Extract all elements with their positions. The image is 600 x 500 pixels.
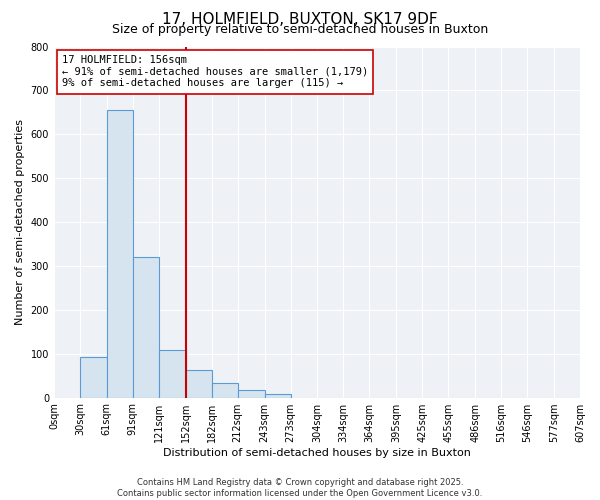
X-axis label: Distribution of semi-detached houses by size in Buxton: Distribution of semi-detached houses by … <box>163 448 471 458</box>
Bar <box>107 110 133 398</box>
Text: 17, HOLMFIELD, BUXTON, SK17 9DF: 17, HOLMFIELD, BUXTON, SK17 9DF <box>162 12 438 28</box>
Bar <box>159 350 185 398</box>
Bar <box>265 394 290 398</box>
Text: Size of property relative to semi-detached houses in Buxton: Size of property relative to semi-detach… <box>112 22 488 36</box>
Y-axis label: Number of semi-detached properties: Number of semi-detached properties <box>15 119 25 325</box>
Bar <box>212 383 238 398</box>
Bar <box>238 390 265 398</box>
Bar <box>185 370 212 398</box>
Text: Contains HM Land Registry data © Crown copyright and database right 2025.
Contai: Contains HM Land Registry data © Crown c… <box>118 478 482 498</box>
Bar <box>80 357 107 398</box>
Text: 17 HOLMFIELD: 156sqm
← 91% of semi-detached houses are smaller (1,179)
9% of sem: 17 HOLMFIELD: 156sqm ← 91% of semi-detac… <box>62 56 368 88</box>
Bar <box>133 257 159 398</box>
